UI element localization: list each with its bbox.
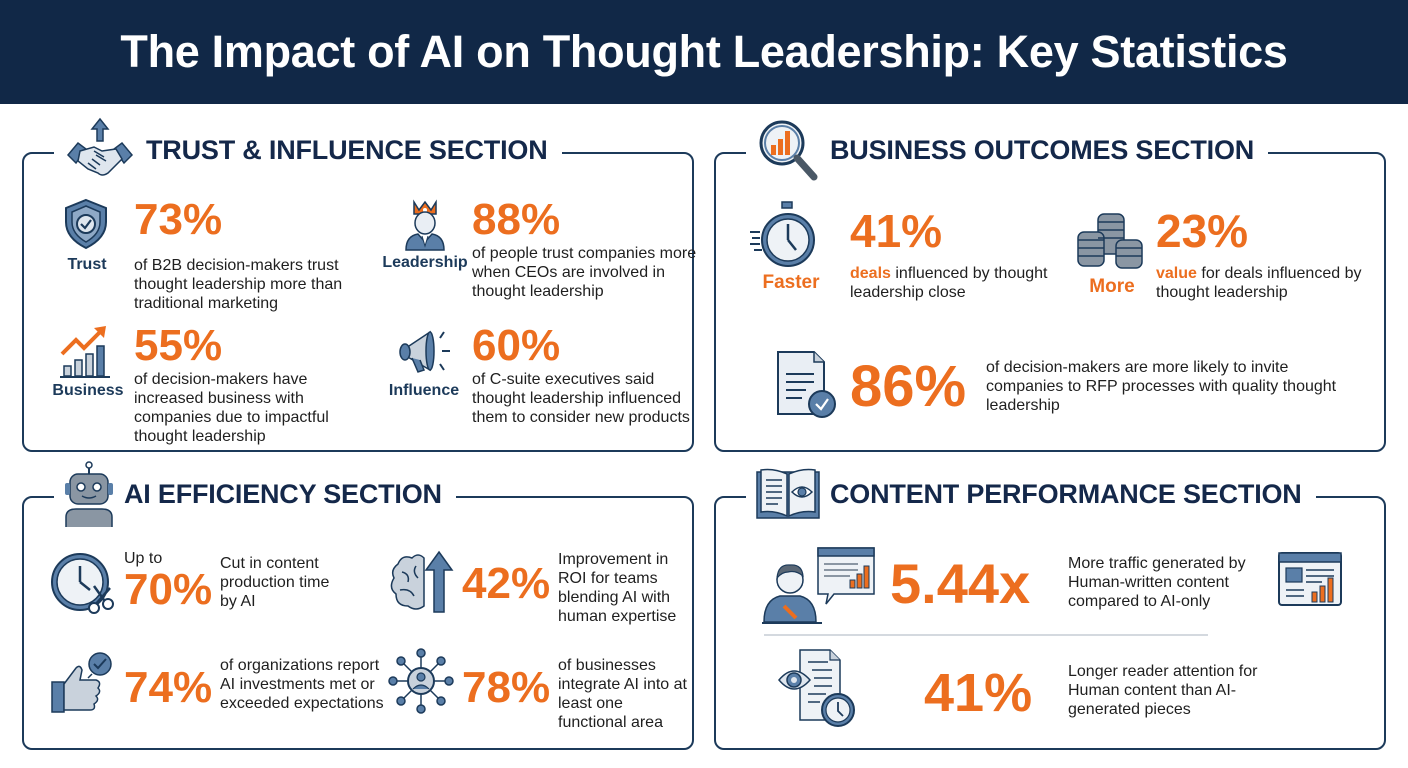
business-stat-icon-group: Business: [48, 324, 128, 400]
magnifier-chart-icon: [756, 117, 820, 183]
brain-arrow-icon: [388, 550, 454, 614]
faster-stat-icon-group: Faster: [746, 200, 836, 294]
network-person-icon: [388, 648, 454, 714]
thumbs-up-icon: [50, 652, 116, 714]
ai-efficiency-panel: AI EFFICIENCY SECTION Up to 70% Cut in c…: [22, 461, 694, 750]
leadership-stat-icon-group: Leadership: [380, 198, 470, 272]
stat-value-86: 86%: [850, 354, 967, 419]
stat-value-78: 78%: [462, 663, 551, 712]
business-panel-title: BUSINESS OUTCOMES SECTION: [830, 134, 1255, 165]
more-label: More: [1089, 276, 1135, 297]
stat-value-70: 70%: [124, 565, 213, 614]
leadership-label: Leadership: [382, 254, 468, 271]
stat-value-5-44x: 5.44x: [890, 552, 1031, 615]
business-panel-header: BUSINESS OUTCOMES SECTION: [746, 117, 1269, 183]
stat-value-73: 73%: [134, 195, 223, 244]
stat-desc-23: value for deals influenced by thought le…: [1156, 265, 1362, 301]
more-stat-icon-group: More: [1072, 210, 1152, 298]
eye-document-clock-icon: [778, 648, 858, 730]
stat-value-41-longer: 41%: [924, 663, 1033, 723]
stat-value-60: 60%: [472, 321, 561, 370]
content-panel-title: CONTENT PERFORMANCE SECTION: [830, 478, 1302, 509]
stat-value-23: 23%: [1156, 205, 1249, 257]
stat-value-88: 88%: [472, 195, 561, 244]
ai-panel-title: AI EFFICIENCY SECTION: [124, 478, 442, 509]
stat-desc-73: of B2B decision-makers trust thought lea…: [134, 257, 343, 312]
trust-label: Trust: [67, 256, 107, 273]
content-panel-header: CONTENT PERFORMANCE SECTION: [746, 464, 1316, 524]
clock-scissors-icon: [50, 552, 116, 618]
stat-value-74: 74%: [124, 663, 213, 712]
stat-desc-86: of decision-makers are more likely to in…: [986, 359, 1337, 414]
business-label: Business: [52, 382, 124, 399]
shield-check-icon: [64, 198, 122, 250]
stat-value-41-faster: 41%: [850, 205, 943, 257]
up-to-prefix: Up to: [124, 550, 163, 567]
book-eye-icon: [756, 466, 820, 522]
webpage-chart-icon: [1278, 552, 1342, 608]
ai-panel-header: AI EFFICIENCY SECTION: [54, 461, 456, 527]
stopwatch-icon: [750, 200, 836, 270]
content-performance-panel: CONTENT PERFORMANCE SECTION 5.44x More t…: [714, 464, 1386, 750]
highlight-value: value: [1156, 265, 1197, 282]
stat-desc-70: Cut in content production time by AI: [220, 555, 330, 610]
stat-desc-74: of organizations report AI investments m…: [220, 657, 384, 712]
leader-crown-icon: [402, 198, 470, 252]
stat-value-42: 42%: [462, 559, 551, 608]
megaphone-icon: [396, 324, 464, 380]
trust-influence-panel: TRUST & INFLUENCE SECTION Trust 73% of B…: [22, 117, 696, 452]
stat-desc-42: Improvement in ROI for teams blending AI…: [558, 551, 677, 625]
trust-stat-icon-group: Trust: [52, 198, 122, 274]
stat-desc-60: of C-suite executives said thought leade…: [472, 371, 690, 426]
stat-desc-88: of people trust companies more when CEOs…: [472, 245, 697, 300]
stat-desc-41-faster: deals influenced by thought leadership c…: [850, 265, 1048, 301]
stat-desc-5-44x: More traffic generated by Human-written …: [1068, 555, 1246, 610]
handshake-icon: [64, 117, 136, 183]
business-outcomes-panel: BUSINESS OUTCOMES SECTION Faster 41% dea…: [714, 120, 1386, 452]
trust-panel-title: TRUST & INFLUENCE SECTION: [146, 134, 548, 165]
stat-desc-78: of businesses integrate AI into at least…: [558, 657, 687, 731]
influence-label: Influence: [388, 382, 460, 399]
stat-desc-55: of decision-makers have increased busine…: [134, 371, 329, 445]
faster-label: Faster: [762, 272, 820, 293]
content-divider: [764, 634, 1208, 636]
writer-icon: [762, 546, 878, 626]
trust-panel-header: TRUST & INFLUENCE SECTION: [54, 117, 562, 183]
influence-stat-icon-group: Influence: [384, 324, 464, 400]
robot-icon: [64, 461, 114, 527]
coins-icon: [1076, 210, 1152, 274]
highlight-deals: deals: [850, 265, 891, 282]
document-check-icon: [776, 350, 840, 420]
stat-desc-41-longer: Longer reader attention for Human conten…: [1068, 663, 1258, 718]
page-title: The Impact of AI on Thought Leadership: …: [120, 26, 1288, 77]
page-header: The Impact of AI on Thought Leadership: …: [0, 0, 1408, 104]
growth-chart-icon: [58, 324, 128, 380]
stat-value-55: 55%: [134, 321, 223, 370]
